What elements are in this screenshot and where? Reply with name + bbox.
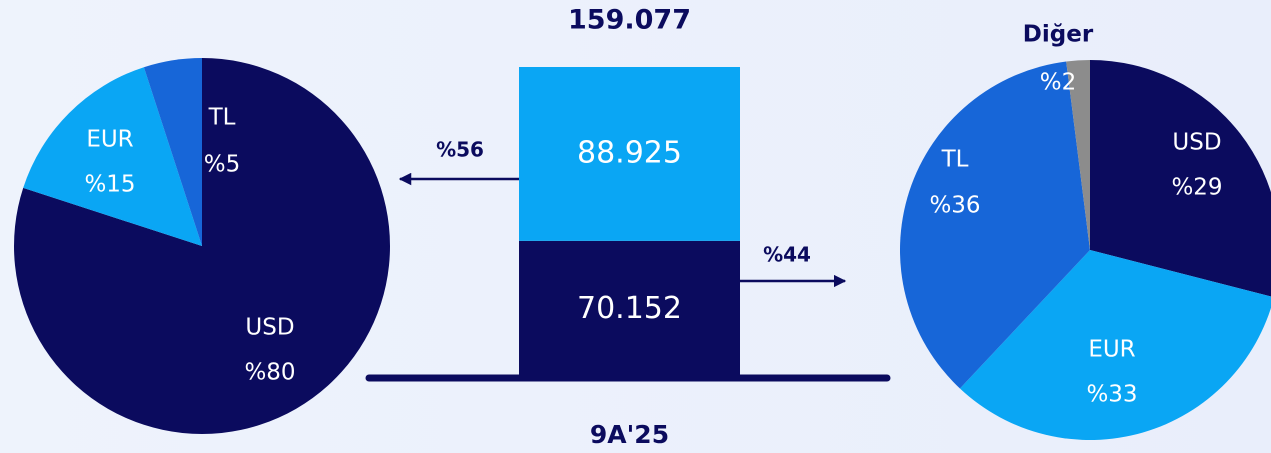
slice-category: Diğer bbox=[1023, 22, 1094, 48]
bar-segment bbox=[519, 67, 740, 241]
slice-category: TL bbox=[208, 105, 236, 131]
annotation: %44 bbox=[763, 243, 811, 267]
annotation: %56 bbox=[436, 138, 484, 162]
pie-slice bbox=[143, 58, 202, 246]
slice-label: %33 bbox=[1086, 382, 1137, 408]
bar-value-label: 88.925 bbox=[577, 135, 682, 170]
pie-slice bbox=[1090, 60, 1271, 297]
slice-category: EUR bbox=[86, 127, 133, 153]
bar-total: 159.077 bbox=[568, 5, 691, 36]
slice-category: USD bbox=[1172, 130, 1221, 156]
slice-label: %2 bbox=[1040, 70, 1077, 96]
slice-category: TL bbox=[941, 147, 969, 173]
pie-slice bbox=[23, 67, 203, 246]
slice-category: EUR bbox=[1088, 337, 1135, 363]
pie-slice bbox=[900, 61, 1090, 389]
bar-value-label: 70.152 bbox=[577, 291, 682, 326]
slice-label: %29 bbox=[1171, 175, 1222, 201]
category-label: 9A'25 bbox=[590, 420, 669, 449]
slice-category: USD bbox=[245, 315, 294, 341]
pie-slice bbox=[1066, 60, 1090, 250]
slice-label: %80 bbox=[244, 360, 295, 386]
pie-slice bbox=[959, 250, 1271, 440]
slice-label: %36 bbox=[929, 193, 980, 219]
slice-label: %15 bbox=[84, 172, 135, 198]
bar-segment bbox=[519, 240, 740, 378]
slice-label: %5 bbox=[204, 152, 241, 178]
